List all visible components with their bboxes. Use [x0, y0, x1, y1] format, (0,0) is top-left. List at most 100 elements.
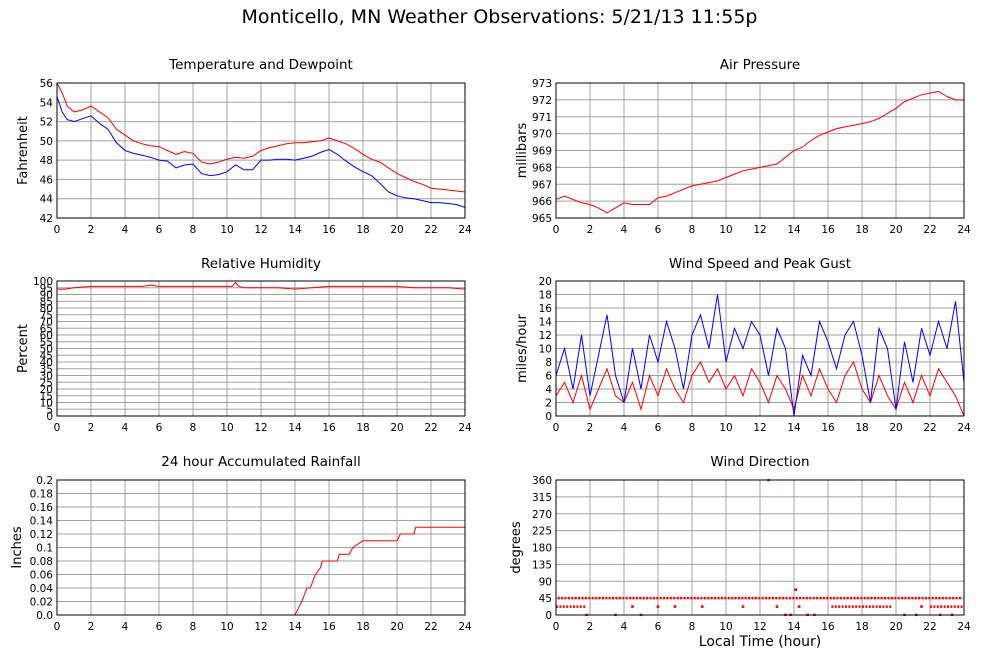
y-tick-label: 65 [40, 323, 53, 335]
x-tick-label: 4 [122, 422, 129, 434]
y-tick-label: 95 [40, 283, 53, 295]
series-group [57, 82, 465, 208]
x-tick-label: 10 [719, 224, 732, 236]
y-tick-label: 52 [40, 117, 53, 129]
y-tick-label: 30 [40, 371, 53, 383]
x-tick-label: 0 [54, 621, 61, 633]
y-tick-label: 40 [40, 357, 53, 369]
x-tick-label: 14 [787, 621, 801, 633]
y-tick-label: 6 [545, 371, 552, 383]
x-tick-label: 24 [957, 621, 971, 633]
x-tick-label: 24 [957, 224, 971, 236]
y-tick-label: 968 [532, 162, 552, 174]
y-axis-label: miles/hour [515, 313, 530, 382]
chart-title: Wind Direction [710, 454, 809, 470]
x-tick-label: 0 [54, 422, 61, 434]
x-tick-label: 20 [889, 224, 902, 236]
x-tick-label: 8 [689, 621, 696, 633]
direction-point [794, 588, 797, 591]
series-line [57, 82, 465, 193]
x-tick-label: 4 [621, 224, 628, 236]
x-tick-label: 12 [753, 422, 766, 434]
x-tick-label: 4 [621, 422, 628, 434]
y-tick-label: 60 [40, 330, 53, 342]
x-tick-label: 6 [655, 621, 662, 633]
y-tick-label: 90 [40, 290, 53, 302]
x-tick-label: 12 [254, 422, 267, 434]
y-axis-label: Percent [16, 324, 31, 373]
y-tick-label: 965 [532, 213, 552, 225]
x-tick-label: 14 [288, 224, 302, 236]
x-tick-label: 8 [190, 224, 197, 236]
x-tick-label: 0 [553, 422, 560, 434]
y-tick-label: 50 [40, 344, 53, 356]
x-tick-label: 22 [424, 422, 437, 434]
x-tick-label: 24 [458, 621, 472, 633]
y-axis-label: Inches [10, 526, 25, 568]
x-tick-label: 24 [957, 422, 971, 434]
x-tick-label: 20 [390, 224, 403, 236]
x-tick-label: 14 [787, 224, 801, 236]
y-tick-label: 15 [40, 391, 53, 403]
y-tick-label: 0.06 [30, 570, 54, 582]
y-tick-label: 14 [539, 317, 553, 329]
y-tick-label: 0.04 [30, 583, 54, 595]
y-tick-label: 971 [532, 112, 552, 124]
x-tick-label: 16 [322, 621, 336, 633]
x-tick-label: 20 [390, 621, 403, 633]
x-tick-label: 0 [54, 224, 61, 236]
y-tick-label: 100 [33, 276, 53, 288]
x-tick-label: 16 [821, 422, 835, 434]
y-tick-label: 0 [46, 411, 53, 423]
plot-frame [56, 280, 466, 417]
y-axis-label: degrees [509, 521, 524, 574]
series-group [556, 294, 964, 417]
x-tick-label: 6 [655, 422, 662, 434]
x-tick-label: 2 [587, 422, 594, 434]
x-tick-label: 2 [88, 224, 95, 236]
y-tick-label: 973 [532, 78, 552, 90]
y-tick-label: 44 [40, 194, 54, 206]
series-group [57, 281, 465, 290]
x-tick-label: 18 [855, 621, 868, 633]
plot-frame [555, 479, 965, 616]
x-tick-label: 22 [424, 224, 437, 236]
x-axis-label: Local Time (hour) [698, 634, 822, 650]
x-tick-label: 10 [220, 224, 233, 236]
x-tick-label: 18 [356, 224, 369, 236]
y-tick-label: 0 [545, 610, 552, 622]
chart-title: 24 hour Accumulated Rainfall [161, 454, 360, 470]
x-tick-label: 4 [122, 621, 129, 633]
x-tick-label: 12 [254, 621, 267, 633]
x-tick-label: 0 [553, 621, 560, 633]
direction-point [673, 605, 677, 608]
x-tick-label: 14 [288, 422, 302, 434]
series-line [57, 526, 465, 616]
y-tick-label: 48 [40, 155, 53, 167]
x-tick-label: 6 [156, 422, 163, 434]
y-tick-label: 972 [532, 95, 552, 107]
x-tick-label: 2 [587, 621, 594, 633]
x-tick-label: 2 [587, 224, 594, 236]
y-tick-label: 50 [40, 136, 53, 148]
series-line [57, 96, 465, 208]
x-tick-label: 20 [889, 621, 902, 633]
y-tick-label: 0.14 [30, 516, 54, 528]
y-tick-label: 56 [40, 78, 54, 90]
x-tick-label: 22 [923, 621, 936, 633]
y-tick-label: 0.18 [30, 489, 53, 501]
x-tick-label: 10 [220, 621, 233, 633]
direction-point [775, 605, 779, 608]
x-tick-label: 16 [322, 224, 336, 236]
chart-title: Wind Speed and Peak Gust [669, 256, 851, 272]
y-tick-label: 2 [545, 398, 552, 410]
x-tick-label: 0 [553, 224, 560, 236]
x-tick-label: 18 [855, 224, 868, 236]
y-tick-label: 45 [539, 593, 552, 605]
x-tick-label: 14 [787, 422, 801, 434]
y-tick-label: 80 [40, 303, 53, 315]
y-tick-label: 75 [40, 310, 53, 322]
chart-title: Temperature and Dewpoint [168, 57, 353, 73]
y-tick-label: 25 [40, 377, 53, 389]
